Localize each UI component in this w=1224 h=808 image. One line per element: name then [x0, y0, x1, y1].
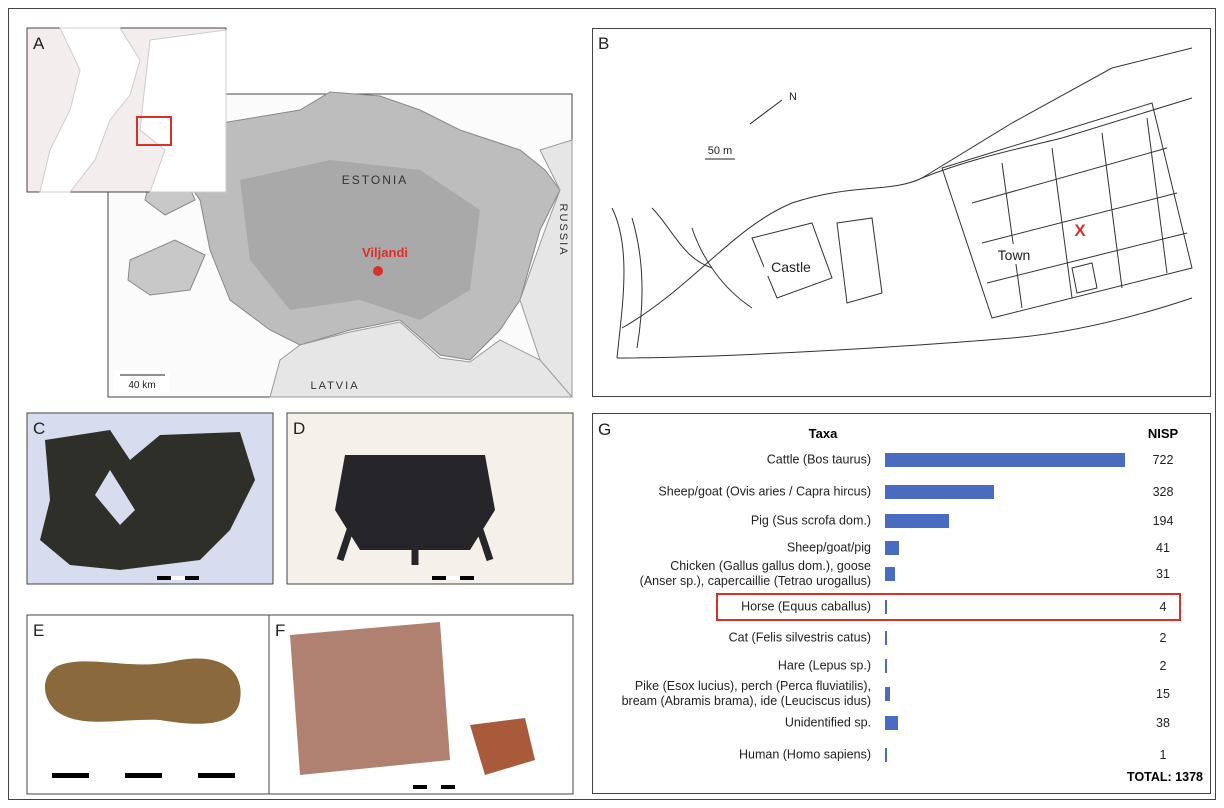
panel-letter: A — [33, 34, 44, 54]
country-label: ESTONIA — [342, 173, 408, 187]
town-label: Town — [998, 247, 1031, 263]
column-header: NISP — [1128, 426, 1198, 441]
scale-label: 40 km — [128, 380, 155, 391]
site-marker — [373, 266, 383, 276]
figure: ESTONIA RUSSIA LATVIA Viljandi 40 km A N… — [0, 0, 1224, 808]
panel-g: G Taxa NISP TOTAL: 1378 Cattle (Bos taur… — [592, 413, 1211, 794]
category-label: Pike (Esox lucius), perch (Perca fluviat… — [622, 679, 871, 709]
value-label: 41 — [1128, 541, 1198, 555]
bar — [885, 631, 887, 645]
category-label: Cattle (Bos taurus) — [767, 453, 871, 468]
cauldron — [335, 455, 495, 550]
category-label: Cat (Felis silvestris catus) — [729, 631, 871, 646]
value-label: 328 — [1128, 485, 1198, 499]
scale-label: 50 m — [708, 145, 732, 157]
bar — [885, 748, 887, 762]
panel-letter: C — [33, 419, 45, 439]
bar — [885, 687, 890, 701]
bar — [885, 659, 887, 673]
panel-letter: B — [598, 34, 609, 54]
site-marker: X — [1074, 221, 1086, 240]
panel-letter: F — [275, 621, 285, 641]
shoe-sole — [45, 658, 241, 723]
bar — [885, 567, 895, 581]
panel-letter: G — [598, 420, 611, 440]
site-label: Viljandi — [362, 245, 408, 260]
bar — [885, 514, 949, 528]
country-label: LATVIA — [310, 380, 359, 392]
panel-frame — [593, 29, 1211, 397]
panel-a: ESTONIA RUSSIA LATVIA Viljandi 40 km — [0, 0, 600, 400]
category-label: Hare (Lepus sp.) — [778, 659, 871, 674]
country-label: RUSSIA — [557, 204, 569, 257]
value-label: 194 — [1128, 514, 1198, 528]
panel-letter: E — [33, 621, 44, 641]
category-label: Sheep/goat/pig — [787, 541, 871, 556]
column-header: Taxa — [763, 426, 883, 441]
tile — [290, 622, 450, 775]
bar — [885, 485, 994, 499]
value-label: 2 — [1128, 631, 1198, 645]
category-label: Unidentified sp. — [785, 716, 871, 731]
total-label: TOTAL: 1378 — [1033, 770, 1203, 784]
photo-panels — [0, 400, 590, 800]
category-label: Human (Homo sapiens) — [739, 748, 871, 763]
value-label: 2 — [1128, 659, 1198, 673]
bar — [885, 541, 899, 555]
highlight-box — [716, 593, 1181, 621]
north-label: N — [789, 91, 797, 103]
value-label: 1 — [1128, 748, 1198, 762]
bar — [885, 453, 1125, 467]
category-label: Sheep/goat (Ovis aries / Capra hircus) — [658, 485, 871, 500]
value-label: 38 — [1128, 716, 1198, 730]
castle-label: Castle — [771, 259, 811, 275]
value-label: 31 — [1128, 567, 1198, 581]
panel-b: N 50 m Castle Town X — [592, 28, 1212, 398]
category-label: Chicken (Gallus gallus dom.), goose (Ans… — [640, 559, 871, 589]
category-label: Pig (Sus scrofa dom.) — [751, 514, 871, 529]
bar — [885, 716, 898, 730]
value-label: 15 — [1128, 687, 1198, 701]
value-label: 722 — [1128, 453, 1198, 467]
panel-letter: D — [293, 419, 305, 439]
